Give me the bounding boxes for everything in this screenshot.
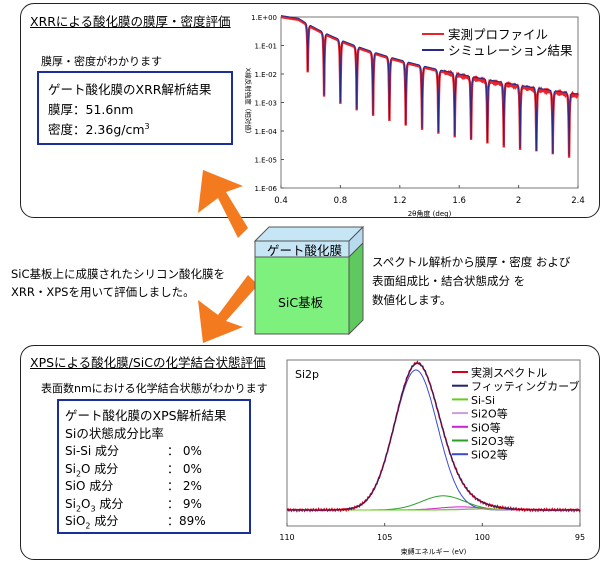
xrr-y-tick-label: 1.E-02: [254, 71, 277, 79]
cube-top-label: ゲート酸化膜: [267, 243, 343, 258]
xrr-legend-label: シミュレーション結果: [448, 43, 573, 58]
xrr-x-tick-label: 0.4: [274, 196, 288, 206]
middle-right-line2: 表面組成比・結合状態成分 を: [372, 274, 526, 288]
xps-legend-label: SiO等: [471, 420, 501, 434]
xps-legend-label: Si2O3等: [471, 434, 515, 448]
xps-title: XPSによる酸化膜/SiCの化学結合状態評価: [30, 355, 266, 370]
arrow-up: [198, 170, 248, 238]
xps-ratio-value: ：89%: [167, 514, 206, 528]
xrr-x-title: 2θ角度 (deg): [408, 209, 452, 218]
xps-plot-area: [286, 359, 581, 527]
xrr-title: XRRによる酸化膜の膜厚・密度評価: [30, 14, 231, 29]
xrr-y-tick-label: 1.E-06: [254, 185, 277, 193]
middle-right-line1: スペクトル解析から膜厚・密度 および: [372, 255, 571, 269]
xrr-density-text: 密度：2.36g/cm: [48, 122, 145, 137]
xrr-y-tick-label: 1.E-04: [254, 128, 277, 136]
xps-x-tick-label: 105: [377, 533, 392, 542]
middle-right-line3: 数値化します。: [372, 293, 452, 307]
xps-species: Si-Si 成分: [65, 444, 120, 458]
xps-x-tick-label: 95: [575, 533, 585, 542]
xps-legend-label: Si-Si: [471, 394, 495, 407]
xrr-thickness: 膜厚：51.6nm: [48, 102, 134, 117]
xps-legend-label: Si2O等: [471, 407, 508, 421]
xps-ratio-row: Si2O 成分: [65, 460, 118, 478]
xps-legend-label: SiO2等: [471, 448, 508, 462]
xps-label: Si2p: [295, 368, 319, 381]
xps-ratio-value: ： 0%: [167, 461, 202, 476]
xps-ratio-title: Siの状態成分比率: [65, 426, 164, 441]
middle-left-line2: XRR・XPSを用いて評価しました。: [11, 285, 195, 299]
middle-left-line1: SiC基板上に成膜されたシリコン酸化膜を: [11, 267, 226, 281]
cube-front-label: SiC基板: [278, 295, 324, 310]
xrr-subtitle: 膜厚・密度がわかります: [41, 55, 162, 68]
xps-x-title: 束縛エネルギー (eV): [401, 547, 467, 556]
xps-legend-label: 実測スペクトル: [471, 366, 547, 380]
xrr-x-tick-label: 2.4: [571, 196, 585, 206]
xps-ratio-row: SiO2 成分: [65, 512, 118, 530]
xrr-x-tick-label: 2: [516, 196, 521, 206]
xps-x-tick-label: 100: [475, 533, 490, 542]
xrr-plot-area: [280, 16, 579, 189]
xrr-result-title: ゲート酸化膜のXRR解析結果: [48, 82, 212, 97]
xps-x-tick-label: 110: [279, 533, 294, 542]
xrr-y-tick-label: 1.E-01: [254, 43, 277, 51]
xrr-y-title: X線反射強度（相対値）: [244, 68, 253, 137]
arrow-down: [198, 275, 258, 343]
xps-series-fit: [287, 362, 580, 511]
xrr-result-box: ゲート酸化膜のXRR解析結果 膜厚：51.6nm 密度：2.36g/cm3: [37, 71, 233, 145]
cube-substrate-side: [348, 241, 364, 336]
xps-legend-label: フィッティングカーブ: [471, 379, 579, 393]
xps-species: Si2O 成分: [65, 461, 119, 478]
xps-ratio-value: ： 2%: [167, 479, 202, 493]
xrr-series-measured: [280, 15, 580, 158]
xps-ratio-value: ： 0%: [167, 444, 202, 458]
xps-ratio-row: Si-Si 成分: [65, 442, 119, 459]
cube-top-face: [253, 226, 365, 242]
xps-species: SiO 成分: [65, 479, 114, 493]
xrr-y-tick-label: 1.E-03: [254, 100, 277, 108]
xrr-y-tick-label: 1.E-05: [254, 157, 277, 165]
xrr-legend-label: 実測プロファイル: [448, 27, 548, 42]
xrr-density-sup: 3: [144, 121, 150, 131]
xrr-density: 密度：2.36g/cm3: [48, 119, 150, 138]
xps-ratio-value: ： 9%: [167, 496, 202, 511]
xrr-x-tick-label: 0.8: [334, 196, 348, 206]
xrr-x-tick-label: 1.2: [393, 196, 407, 206]
xps-ratio-row: Si2O3 成分: [65, 495, 123, 513]
xps-result-box: ゲート酸化膜のXPS解析結果 Siの状態成分比率 Si-Si 成分 ： 0% Si2…: [57, 399, 251, 534]
xps-ratio-row: SiO 成分: [65, 477, 113, 494]
xrr-series-simulation: [281, 15, 578, 156]
xps-subtitle: 表面数nmにおける化学結合状態がわかります: [41, 382, 268, 395]
xps-species: SiO2 成分: [65, 514, 119, 531]
xps-species: Si2O3 成分: [65, 496, 124, 513]
xps-result-title: ゲート酸化膜のXPS解析結果: [65, 408, 227, 423]
xrr-y-tick-label: 1.E+00: [251, 14, 277, 22]
cube: [253, 225, 365, 336]
xrr-x-tick-label: 1.6: [452, 196, 466, 206]
